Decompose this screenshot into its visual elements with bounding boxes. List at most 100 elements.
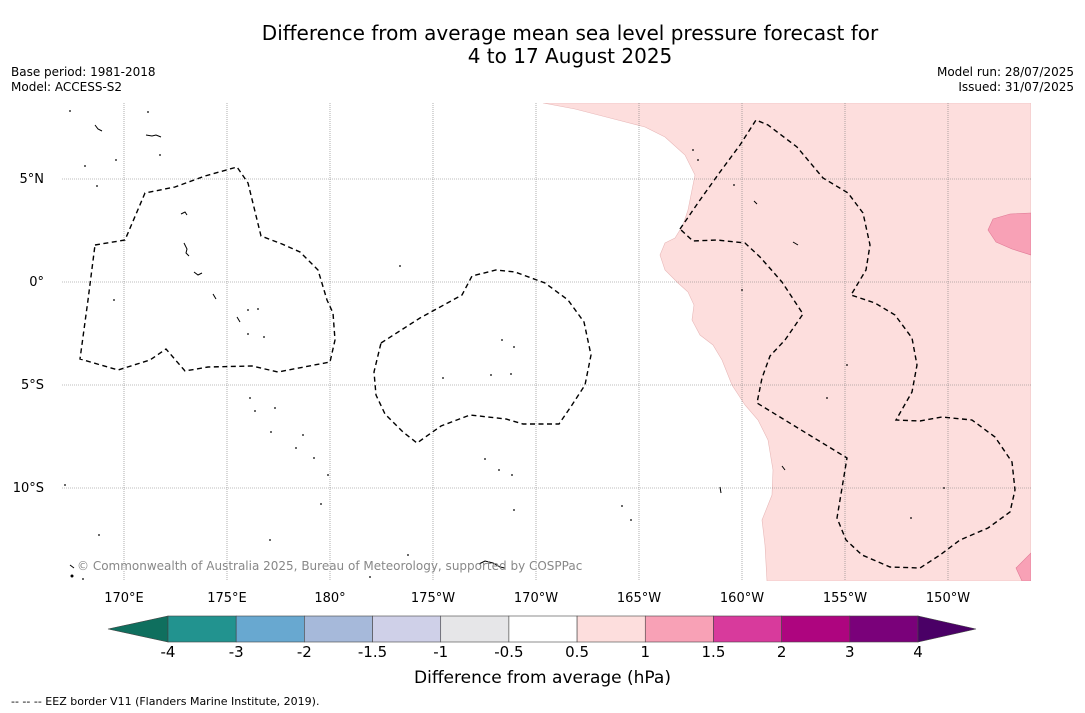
islet (320, 503, 322, 505)
islet (64, 484, 66, 486)
lat-labels: 5°N 0° 5°S 10°S (13, 172, 44, 496)
islet (247, 309, 249, 311)
islet (943, 487, 945, 489)
issued-date: Issued: 31/07/2025 (958, 80, 1074, 94)
island (478, 560, 506, 569)
colorbar-bin (849, 615, 919, 643)
islet (697, 159, 699, 161)
islet (484, 458, 486, 460)
colorbar-tick-label: -1.5 (357, 643, 388, 661)
meta-left: Base period: 1981-2018 Model: ACCESS-S2 (11, 65, 156, 95)
colorbar-bin (713, 615, 782, 643)
colorbar-bin (235, 615, 305, 643)
colorbar-bin (372, 615, 442, 643)
islet (621, 505, 623, 507)
islet (254, 410, 256, 412)
island-dots (60, 110, 945, 580)
islet (910, 517, 912, 519)
map-area: © Commonwealth of Australia 2025, Bureau… (60, 103, 1031, 581)
islet (60, 291, 62, 293)
islet (147, 111, 149, 113)
lon-label-170e: 170°E (104, 591, 144, 606)
islet (511, 474, 513, 476)
islet (98, 534, 100, 536)
colorbar-label: Difference from average (hPa) (414, 668, 671, 688)
anomaly-region-0.5-1 (542, 103, 1031, 581)
islet (399, 265, 401, 267)
colorbar-tick-label: -4 (160, 643, 176, 661)
eez-phoenix-tokelau (373, 269, 592, 444)
copyright-notice: © Commonwealth of Australia 2025, Bureau… (77, 559, 582, 573)
islet (269, 539, 271, 541)
islet (159, 154, 161, 156)
island (781, 465, 786, 471)
lat-label-10s: 10°S (13, 481, 44, 496)
islet (69, 110, 71, 112)
islet (692, 149, 694, 151)
colorbar-tick-label: -3 (228, 643, 244, 661)
model-name: Model: ACCESS-S2 (11, 80, 123, 94)
lat-label-5n: 5°N (20, 172, 45, 187)
island (94, 124, 103, 132)
islet (84, 165, 86, 167)
colorbar-bin (644, 615, 714, 643)
colorbar-tick-label: -2 (296, 643, 312, 661)
islet (498, 469, 500, 471)
islet (257, 308, 259, 310)
lat-label-0: 0° (29, 275, 44, 290)
model-run: Model run: 28/07/2025 (936, 65, 1074, 79)
islet (96, 185, 98, 187)
islands (69, 124, 799, 569)
islet (733, 184, 735, 186)
islet (490, 374, 492, 376)
islet (501, 339, 503, 341)
islet (313, 457, 315, 459)
islet (442, 377, 444, 379)
island (792, 241, 799, 246)
islet (630, 519, 632, 521)
colorbar-tick-label: 0.5 (565, 643, 589, 661)
island (69, 564, 75, 569)
colorbar-bin (167, 615, 237, 643)
island (719, 486, 722, 494)
islet (115, 159, 117, 161)
title-line-1: Difference from average mean sea level p… (261, 21, 879, 45)
lon-label-150w: 150°W (926, 591, 970, 606)
island (212, 293, 217, 300)
islet (741, 289, 743, 291)
lon-label-175w: 175°W (411, 591, 455, 606)
island (145, 134, 162, 138)
meta-right: Model run: 28/07/2025 Issued: 31/07/2025 (937, 65, 1074, 95)
eez-footnote: -- -- -- EEZ border V11 (Flanders Marine… (11, 695, 320, 708)
island (236, 316, 241, 323)
lon-label-175e: 175°E (207, 591, 247, 606)
island (180, 211, 188, 216)
islet (295, 447, 297, 449)
colorbar-bin (576, 615, 646, 643)
islet (327, 474, 329, 476)
islet (369, 576, 371, 578)
islet (270, 431, 272, 433)
colorbar (107, 615, 977, 643)
islet (70, 574, 74, 578)
eez-line-islands (679, 119, 1016, 569)
lon-label-180: 180° (314, 591, 345, 606)
lon-label-160w: 160°W (720, 591, 764, 606)
lon-label-155w: 155°W (823, 591, 867, 606)
colorbar-tick-label: 3 (845, 643, 855, 661)
anomaly-region-1-1.5-south (1015, 552, 1031, 581)
islet (407, 554, 409, 556)
colorbar-tick-label: -0.5 (494, 643, 524, 661)
lon-labels: 170°E 175°E 180° 175°W 170°W 165°W 160°W… (104, 591, 970, 606)
anomaly-region-1-1.5 (987, 212, 1031, 256)
colorbar-extend-high (917, 615, 977, 643)
island (193, 271, 203, 276)
islet (302, 434, 304, 436)
islet (846, 364, 848, 366)
eez-borders (79, 119, 1016, 569)
base-period: Base period: 1981-2018 (11, 65, 156, 79)
lat-label-5s: 5°S (21, 378, 44, 393)
colorbar-bin (304, 615, 373, 643)
colorbar-extend-low (107, 615, 169, 643)
